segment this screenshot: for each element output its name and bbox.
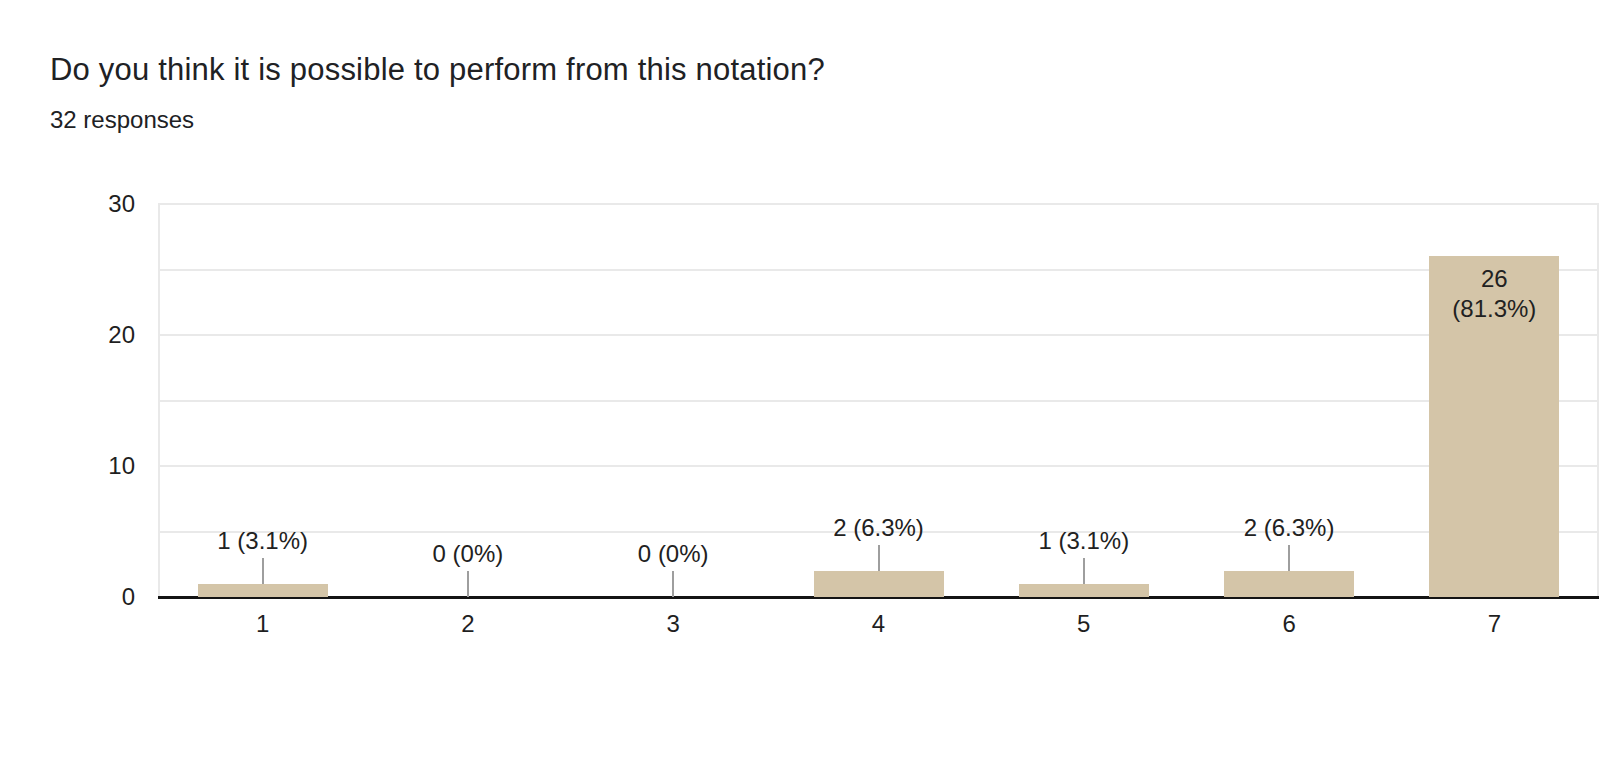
x-axis-tick-label: 5 xyxy=(984,609,1184,639)
bar xyxy=(1019,584,1149,597)
bar xyxy=(1224,571,1354,597)
x-axis-tick-label: 1 xyxy=(163,609,363,639)
y-axis-tick-label: 30 xyxy=(45,189,135,219)
x-axis-tick-label: 2 xyxy=(368,609,568,639)
bar xyxy=(198,584,328,597)
plot-right-border xyxy=(1597,203,1599,598)
label-connector-line xyxy=(1288,545,1290,571)
inside-bar-label-line: 26 xyxy=(1429,264,1559,294)
y-axis-tick-label: 0 xyxy=(45,582,135,612)
gridline xyxy=(160,334,1597,336)
label-connector-line xyxy=(467,571,469,597)
gridline xyxy=(160,465,1597,467)
inside-bar-label-line: (81.3%) xyxy=(1429,294,1559,324)
bar-value-label: 0 (0%) xyxy=(523,539,823,569)
label-connector-line xyxy=(878,545,880,571)
y-axis-tick-label: 20 xyxy=(45,320,135,350)
y-axis-tick-label: 10 xyxy=(45,451,135,481)
x-axis-tick-label: 3 xyxy=(573,609,773,639)
label-connector-line xyxy=(262,558,264,584)
gridline xyxy=(160,269,1597,271)
gridline xyxy=(160,203,1597,205)
x-axis-tick-label: 7 xyxy=(1394,609,1594,639)
bar-value-label-inside: 26(81.3%) xyxy=(1429,264,1559,324)
bar-chart: 01020301 (3.1%)10 (0%)20 (0%)32 (6.3%)41… xyxy=(0,0,1600,761)
gridline xyxy=(160,400,1597,402)
bar-value-label: 2 (6.3%) xyxy=(1139,513,1439,543)
label-connector-line xyxy=(1083,558,1085,584)
bar xyxy=(814,571,944,597)
x-axis-tick-label: 6 xyxy=(1189,609,1389,639)
x-axis-tick-label: 4 xyxy=(779,609,979,639)
label-connector-line xyxy=(672,571,674,597)
